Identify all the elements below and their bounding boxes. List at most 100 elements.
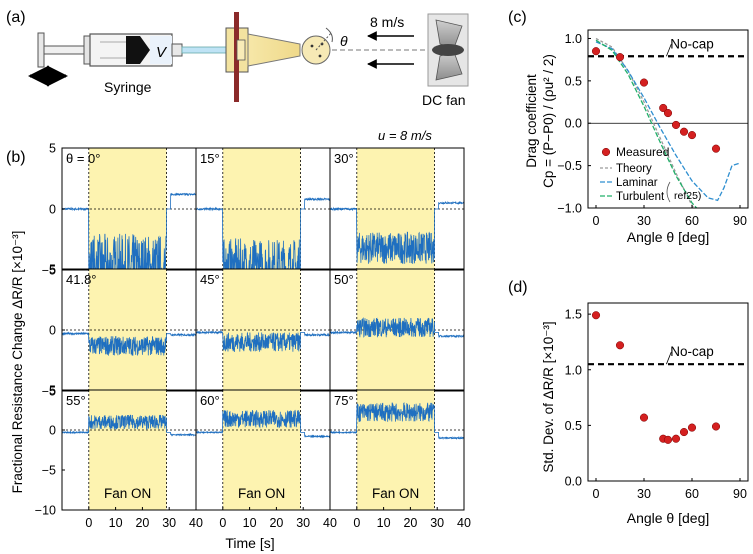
legend-measured-label: Measured	[616, 145, 669, 159]
subplot-1: 15°	[195, 147, 331, 272]
angle-label: θ = 0°	[66, 151, 100, 166]
syringe-label: Syringe	[104, 79, 152, 95]
angle-label: 55°	[66, 393, 86, 408]
panel-b: (b) u = 8 m/s θ = 0°50−515° 30°41.8°50−54…	[6, 128, 471, 551]
flow-speed-label: 8 m/s	[370, 14, 404, 30]
x-tick-label: 30	[637, 214, 651, 228]
panel-c-ylabel-line1: Drag coefficient	[524, 74, 539, 168]
legend-turbulent-label: Turbulent	[616, 191, 665, 203]
x-tick-label: 30	[637, 487, 651, 501]
y-tick-label: 0.5	[565, 74, 582, 88]
subplot-2: 30°	[329, 147, 465, 271]
panel-c-ylabel-line2: Cp = (P−P0) / (ρu² / 2)	[541, 54, 556, 188]
angle-symbol: θ	[340, 33, 348, 49]
x-tick-label: 40	[189, 516, 203, 530]
fan-on-label: Fan ON	[372, 486, 419, 501]
fan-on-label: Fan ON	[238, 486, 285, 501]
angle-label: 30°	[334, 151, 354, 166]
subplot-3: 41.8° 5 0 −5	[42, 263, 197, 399]
y-tick-label: 5	[49, 384, 56, 398]
x-tick-label: 0	[85, 516, 92, 530]
y-tick-label: 0	[49, 324, 56, 338]
fan-on-region	[222, 390, 301, 510]
signal-trace	[61, 192, 197, 271]
measured-point	[711, 144, 721, 153]
x-tick-label: 20	[269, 516, 283, 530]
panel-d-plot: No-cap 0 30 60 90 1.5 1.0 0.5 0.0	[565, 302, 749, 501]
fan-on-label: Fan ON	[104, 486, 151, 501]
panel-b-ylabel: Fractional Resistance Change ΔR/R [×10⁻³…	[10, 231, 25, 494]
measured-point	[615, 341, 625, 350]
panel-a: (a) V Syringe θ	[6, 9, 469, 108]
panel-a-label: (a)	[6, 9, 26, 26]
y-tick-label: −10	[35, 504, 56, 518]
panel-b-label: (b)	[6, 149, 26, 166]
subplot-7: 60° Fan ON 0 10 20 30 40	[195, 389, 337, 530]
y-tick-label: 5	[49, 263, 56, 277]
measured-point	[659, 103, 668, 113]
legend-laminar-label: Laminar	[616, 177, 658, 189]
measured-point	[591, 311, 601, 320]
plot-area	[588, 37, 748, 208]
sensor-mount	[225, 12, 331, 102]
x-tick-label: 0	[593, 214, 600, 228]
measured-point	[687, 423, 697, 432]
y-tick-label: 0	[49, 203, 56, 217]
y-tick-label: −1.0	[557, 202, 582, 216]
angle-label: 45°	[200, 272, 220, 287]
angle-indicator	[315, 31, 333, 51]
angle-label: 50°	[334, 272, 354, 287]
measured-point	[639, 413, 649, 422]
panel-d-label: (d)	[508, 279, 528, 296]
x-tick-label: 10	[243, 516, 257, 530]
subplot-8: 75° Fan ON 0 10 20 30 40	[329, 389, 471, 530]
fan-icon	[427, 13, 469, 87]
angle-label: 15°	[200, 151, 220, 166]
angle-label: 41.8°	[66, 272, 97, 287]
subplot-0: θ = 0° 5 0 −5	[42, 142, 197, 278]
x-tick-label: 60	[685, 214, 699, 228]
signal-trace	[330, 402, 465, 440]
fan-on-region	[88, 390, 167, 510]
laminar-curve	[595, 41, 741, 202]
volume-symbol: V	[156, 44, 168, 61]
measured-point	[615, 53, 625, 62]
measured-point	[591, 47, 601, 56]
x-tick-label: 0	[353, 516, 360, 530]
measured-point	[671, 434, 681, 443]
y-tick-label: 0.0	[565, 475, 582, 489]
panel-c-label: (c)	[508, 9, 527, 26]
y-tick-label: −5	[42, 264, 56, 278]
panel-c-plot: No-cap 0 30 60 90 1.0 0.5 0.0 −0.5 −1.0 Measured Th…	[557, 29, 749, 228]
measured-point	[639, 78, 649, 87]
panel-d-xlabel: Angle θ [deg]	[627, 510, 710, 526]
subplot-frame	[329, 389, 465, 511]
measured-point	[663, 109, 673, 118]
no-cap-label: No-cap	[670, 344, 714, 359]
y-tick-label: −0.5	[557, 159, 582, 173]
no-cap-label: No-cap	[670, 36, 714, 51]
panel-b-grid: θ = 0° 5 0 −5 15° 30° 41.8° 5 0 −5 45° 50° 55° Fan ON…	[35, 142, 471, 531]
y-tick-label: 0.0	[565, 117, 582, 131]
x-tick-label: 90	[733, 487, 747, 501]
measured-point	[679, 127, 689, 136]
legend-ref-label: ref25)	[674, 190, 701, 202]
signal-trace	[195, 330, 331, 352]
x-tick-label: 0	[593, 487, 600, 501]
subplot-6: 55° Fan ON 5 0 −5 −10 0 10 20 30 40	[35, 384, 203, 531]
fan-label: DC fan	[422, 92, 466, 108]
subplot-4: 45°	[195, 268, 331, 392]
signal-trace	[61, 331, 197, 356]
measured-point	[679, 428, 689, 437]
y-tick-label: 1.5	[565, 308, 582, 322]
x-tick-label: 20	[135, 516, 149, 530]
y-tick-label: 0.5	[565, 419, 582, 433]
x-tick-label: 90	[733, 214, 747, 228]
legend-bracket	[666, 181, 671, 203]
legend-theory-label: Theory	[616, 163, 652, 175]
no-cap-pointer	[666, 44, 672, 57]
plot-frame	[587, 302, 749, 482]
legend-measured-marker	[601, 147, 611, 157]
x-tick-label: 30	[430, 516, 444, 530]
